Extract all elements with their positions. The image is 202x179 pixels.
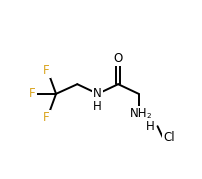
Text: Cl: Cl	[162, 131, 174, 144]
Text: F: F	[43, 64, 49, 77]
Text: H: H	[145, 120, 154, 133]
Text: H: H	[93, 100, 102, 113]
Text: O: O	[113, 52, 122, 65]
Text: $_2$: $_2$	[145, 111, 151, 121]
Text: NH: NH	[129, 107, 147, 120]
Text: N: N	[93, 87, 102, 100]
Text: F: F	[29, 87, 35, 100]
Text: F: F	[43, 111, 49, 124]
